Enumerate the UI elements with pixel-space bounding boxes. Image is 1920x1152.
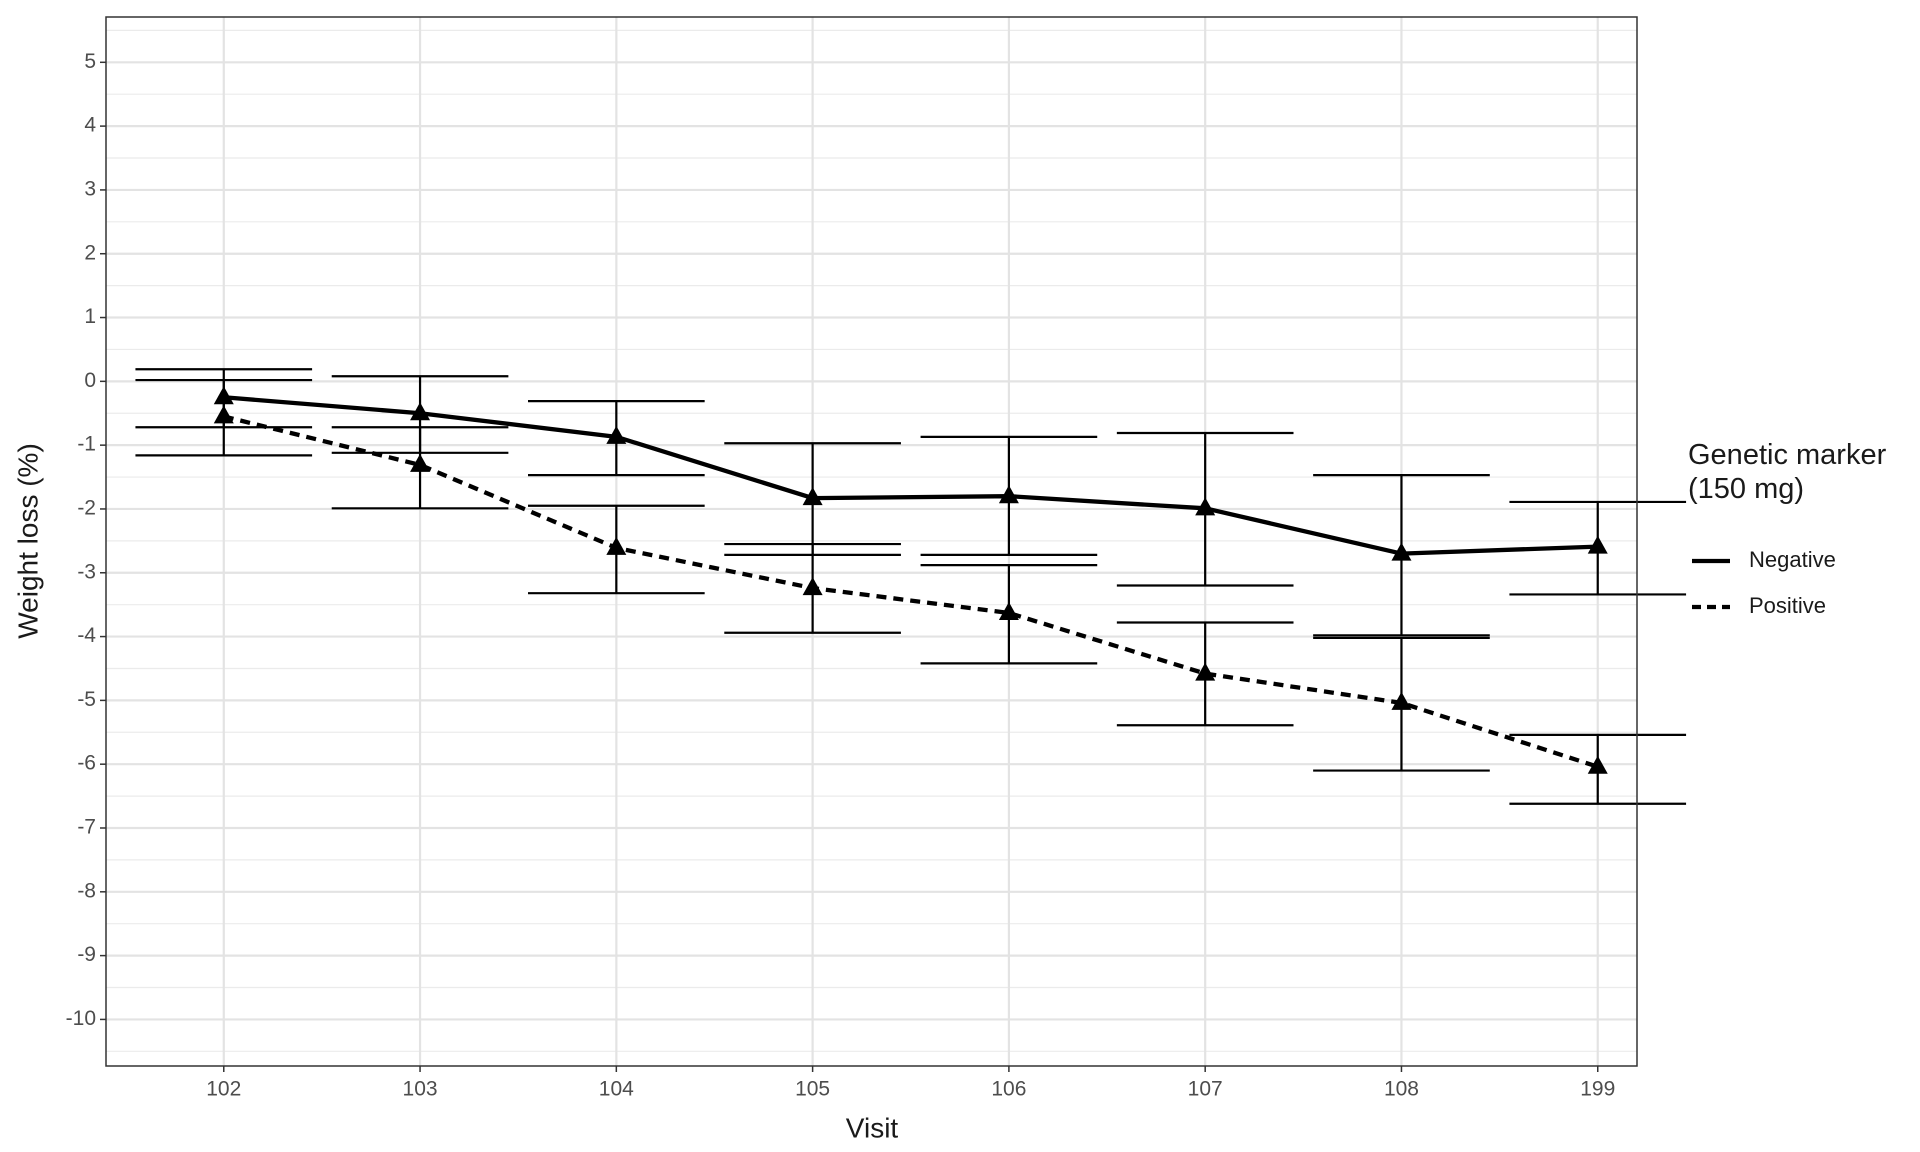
x-tick-label: 106 [991,1078,1026,1101]
point [802,487,823,506]
x-tick-label: 102 [206,1078,241,1101]
legend-label: Negative [1749,547,1836,572]
point [1587,755,1608,774]
y-tick-label: 0 [84,369,96,392]
y-tick-label: -10 [66,1007,96,1030]
legend-label: Positive [1749,593,1826,618]
point [410,402,431,421]
x-axis-title: Visit [846,1112,899,1143]
point [213,405,234,424]
point [213,386,234,405]
x-tick-label: 107 [1188,1078,1223,1101]
point [998,601,1019,620]
point [1391,691,1412,710]
y-tick-label: -2 [77,497,96,520]
point [606,536,627,555]
point [410,453,431,472]
y-tick-label: -1 [77,433,96,456]
series-line [223,395,1598,556]
point [1195,497,1216,516]
y-tick-label: -5 [77,688,96,711]
point [606,425,627,444]
x-tick-label: 103 [403,1078,438,1101]
point [1587,535,1608,554]
y-tick-label: 5 [84,50,96,73]
point [998,485,1019,504]
y-tick-label: -9 [77,943,96,966]
x-tick-label: 105 [795,1078,830,1101]
plot-border [105,16,1638,1067]
x-tick-label: 104 [599,1078,634,1101]
y-tick-label: 1 [84,305,96,328]
point [802,577,823,596]
point [1391,542,1412,561]
legend-title: Genetic marker (150 mg) [1688,439,1887,505]
point [1195,662,1216,681]
y-axis-title: Weight loss (%) [12,443,43,639]
y-tick-label: 3 [84,177,96,200]
y-tick-label: -8 [77,879,96,902]
y-tick-label: 4 [84,114,96,137]
y-tick-label: -4 [77,624,96,647]
x-tick-label: 199 [1580,1078,1615,1101]
series-line [223,414,1599,769]
y-tick-label: 2 [84,241,96,264]
y-tick-label: -6 [77,752,96,775]
x-tick-label: 108 [1384,1078,1419,1101]
y-tick-label: -7 [77,816,96,839]
y-tick-label: -3 [77,560,96,583]
